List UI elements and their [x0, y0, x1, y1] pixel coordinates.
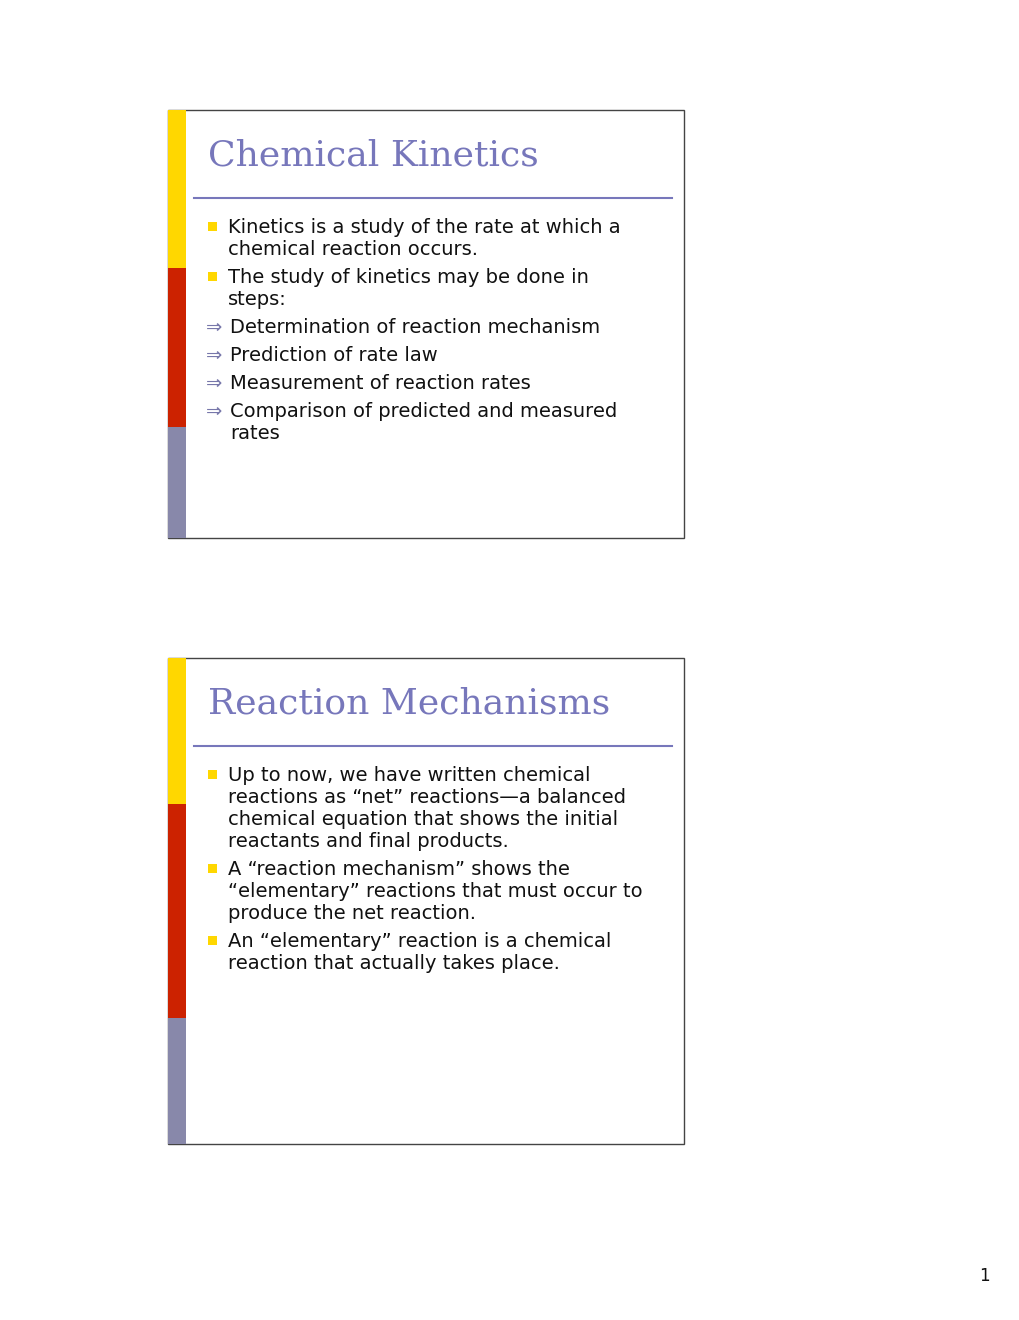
Bar	[168, 426, 185, 539]
Text: The study of kinetics may be done in: The study of kinetics may be done in	[228, 268, 588, 286]
Bar	[208, 272, 217, 281]
Bar	[208, 865, 217, 873]
Text: reactions as “net” reactions—a balanced: reactions as “net” reactions—a balanced	[228, 788, 626, 807]
Text: 1: 1	[978, 1267, 989, 1284]
Text: A “reaction mechanism” shows the: A “reaction mechanism” shows the	[228, 861, 570, 879]
Text: Up to now, we have written chemical: Up to now, we have written chemical	[228, 766, 590, 785]
Text: Kinetics is a study of the rate at which a: Kinetics is a study of the rate at which…	[228, 218, 620, 238]
Text: rates: rates	[229, 424, 279, 444]
FancyBboxPatch shape	[168, 657, 684, 1144]
Bar	[168, 110, 185, 268]
Text: reactants and final products.: reactants and final products.	[228, 832, 508, 851]
Bar	[168, 1018, 185, 1144]
Text: Determination of reaction mechanism: Determination of reaction mechanism	[229, 318, 599, 337]
Bar	[168, 804, 185, 1018]
Text: An “elementary” reaction is a chemical: An “elementary” reaction is a chemical	[228, 932, 610, 950]
Bar	[208, 770, 217, 779]
Text: Comparison of predicted and measured: Comparison of predicted and measured	[229, 403, 616, 421]
Text: reaction that actually takes place.: reaction that actually takes place.	[228, 954, 559, 973]
Bar	[168, 268, 185, 426]
Text: ⇒: ⇒	[206, 318, 222, 337]
Text: Measurement of reaction rates: Measurement of reaction rates	[229, 374, 530, 393]
Text: steps:: steps:	[228, 290, 286, 309]
FancyBboxPatch shape	[168, 110, 684, 539]
Text: ⇒: ⇒	[206, 374, 222, 393]
Text: Reaction Mechanisms: Reaction Mechanisms	[208, 686, 609, 719]
Text: ⇒: ⇒	[206, 403, 222, 421]
Bar	[168, 657, 185, 804]
Text: “elementary” reactions that must occur to: “elementary” reactions that must occur t…	[228, 882, 642, 902]
Text: Prediction of rate law: Prediction of rate law	[229, 346, 437, 366]
Bar	[208, 936, 217, 945]
Text: chemical equation that shows the initial: chemical equation that shows the initial	[228, 810, 618, 829]
Text: produce the net reaction.: produce the net reaction.	[228, 904, 476, 923]
Bar	[208, 222, 217, 231]
Text: chemical reaction occurs.: chemical reaction occurs.	[228, 240, 478, 259]
Text: ⇒: ⇒	[206, 346, 222, 366]
Text: Chemical Kinetics: Chemical Kinetics	[208, 139, 538, 172]
